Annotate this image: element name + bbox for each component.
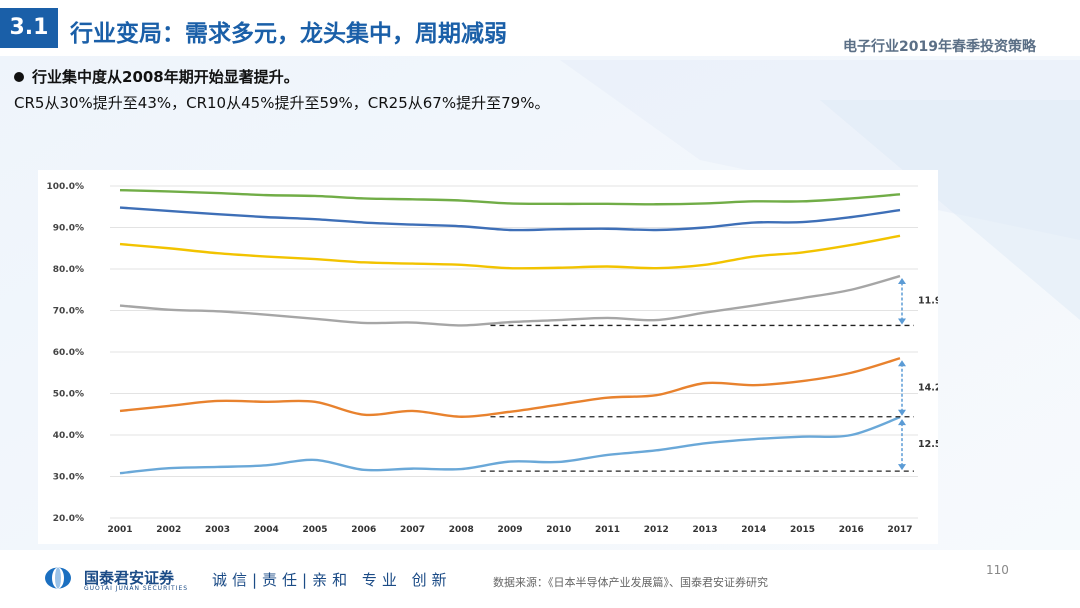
series-line-top-5 [119,416,901,475]
x-tick-label: 2008 [449,525,474,535]
series-layer [119,188,901,475]
y-tick-label: 30.0% [53,473,84,483]
footer-slogan: 诚信|责任|亲和 专业 创新 [212,571,452,589]
grid-layer [110,185,918,519]
x-tick-label: 2004 [254,525,279,535]
data-source-note: 数据来源：《日本半导体产业发展篇》、国泰君安证券研究 [493,576,768,589]
footer-company-name: 国泰君安证券 [84,569,175,587]
x-tick-label: 2011 [595,525,620,535]
y-tick-label: 60.0% [53,348,84,358]
x-tick-label: 2010 [546,525,571,535]
annotation-arrowhead [898,360,906,367]
annotation-arrowhead [898,464,906,471]
y-tick-label: 100.0% [47,182,85,192]
y-tick-label: 80.0% [53,265,84,275]
x-tick-label: 2009 [497,525,522,535]
series-line-top-100 [119,206,901,232]
x-tick-label: 2015 [790,525,815,535]
annotation-label: 14.2% [918,382,938,393]
x-tick-label: 2013 [692,525,717,535]
annotation-arrowhead [898,409,906,416]
y-tick-label: 50.0% [53,390,84,400]
annotation-layer: 11.9% 14.2% 12.5% [480,278,938,472]
footer-company-english: GUOTAI JUNAN SECURITIES [84,585,189,592]
report-subtitle: 电子行业2019年春季投资策略 [843,39,1036,55]
annotation-arrowhead [898,278,906,285]
company-logo-icon [45,567,71,589]
x-tick-label: 2006 [351,525,376,535]
slide-title: 行业变局：需求多元，龙头集中，周期减弱 [70,21,507,47]
y-tick-label: 90.0% [53,224,84,234]
x-tick-label: 2007 [400,525,425,535]
description-text: CR5从30%提升至43%，CR10从45%提升至59%，CR25从67%提升至… [14,94,550,112]
y-tick-label: 70.0% [53,307,84,317]
x-tick-label: 2002 [156,525,181,535]
annotation-label: 11.9% [918,296,938,307]
concentration-line-chart: 20.0% 30.0% 40.0% 50.0% 60.0% 70.0% 80.0% 90.0%… [47,182,939,535]
bullet-point: 行业集中度从2008年期开始显著提升。 [14,66,299,87]
y-tick-label: 20.0% [53,514,84,524]
page-number: 110 [986,563,1009,577]
annotation-label: 12.5% [918,439,938,450]
x-tick-label: 2005 [302,525,327,535]
x-tick-label: 2016 [839,525,864,535]
series-line-top-10 [119,357,901,418]
chart-panel: 20.0% 30.0% 40.0% 50.0% 60.0% 70.0% 80.0% 90.0%… [38,170,938,544]
x-tick-label: 2014 [741,525,766,535]
bullet-dot-icon [14,72,24,82]
x-tick-label: 2012 [644,525,669,535]
y-tick-label: 40.0% [53,431,84,441]
annotation-arrowhead [898,318,906,325]
x-tick-label: 2001 [107,525,132,535]
bullet-text: 行业集中度从2008年期开始显著提升。 [32,68,299,86]
section-number-badge: 3.1 [0,8,58,48]
annotation-arrowhead [898,419,906,426]
series-line-top-25 [119,274,901,327]
x-tick-label: 2003 [205,525,230,535]
series-line-top-50 [119,234,901,270]
series-line-top-200 [119,188,901,206]
x-tick-label: 2017 [887,525,912,535]
axis-layer: 20.0% 30.0% 40.0% 50.0% 60.0% 70.0% 80.0% 90.0%… [47,182,913,535]
